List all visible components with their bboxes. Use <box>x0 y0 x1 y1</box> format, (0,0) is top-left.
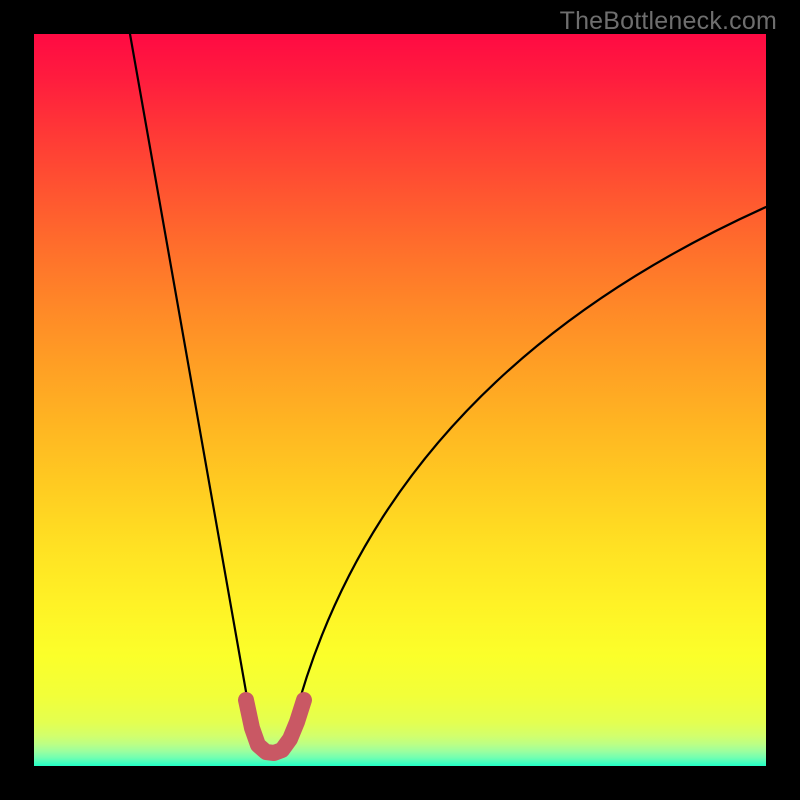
watermark-text: TheBottleneck.com <box>560 7 777 36</box>
stage: TheBottleneck.com <box>0 0 800 800</box>
plot-background <box>34 34 766 766</box>
plot-area <box>34 34 766 766</box>
plot-svg <box>34 34 766 766</box>
